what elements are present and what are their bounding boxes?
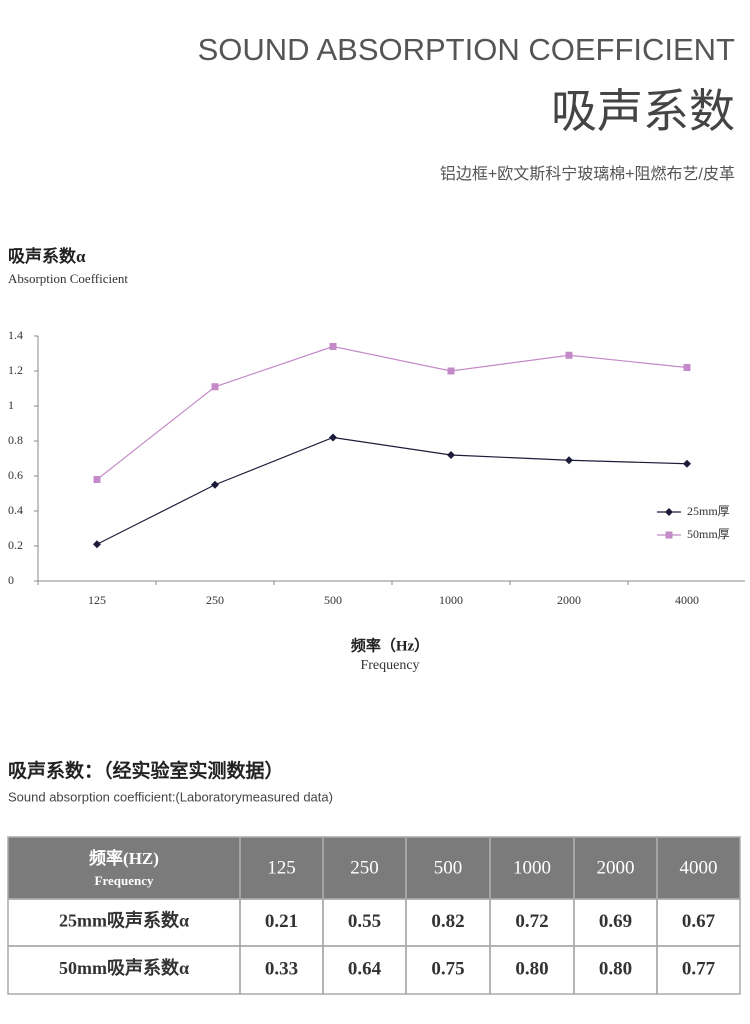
table-cell-text: 25mm吸声系数α (59, 910, 189, 931)
marker (329, 433, 337, 442)
marker (665, 531, 673, 539)
marker (447, 367, 455, 375)
x-tick-label: 4000 (675, 593, 699, 607)
table-column-header: 4000 (680, 857, 718, 878)
y-tick-label: 1 (8, 398, 14, 412)
table-corner-title: 频率(HZ) (89, 848, 159, 868)
table-column-header: 1000 (513, 857, 551, 878)
series-line (96, 345, 688, 480)
table-cell-text: 0.33 (265, 958, 298, 979)
table-column-header: 2000 (597, 857, 635, 878)
x-tick-label: 500 (324, 593, 342, 607)
series-line (96, 436, 688, 545)
chart-subtitle: Absorption Coefficient (8, 271, 128, 286)
table-cell-text: 0.64 (348, 958, 382, 979)
table-cell-text: 0.21 (265, 911, 298, 932)
y-tick-label: 1.4 (8, 328, 23, 342)
x-tick-label: 1000 (439, 593, 463, 607)
x-tick-label: 125 (88, 593, 106, 607)
table-cell-text: 0.80 (599, 958, 632, 979)
y-tick-label: 0.4 (8, 503, 23, 517)
table-corner-subtitle: Frequency (95, 873, 154, 888)
x-axis-label-en: Frequency (360, 658, 419, 673)
y-tick-label: 0.8 (8, 433, 23, 447)
table-header-bg (8, 837, 740, 899)
table: 频率(HZ) Frequency 125 250 500 1000 2000 4000 25mm… (7, 836, 741, 995)
marker (447, 451, 455, 459)
marker (683, 364, 691, 371)
table-cell-text: 0.72 (515, 911, 548, 932)
table-column-header: 125 (267, 857, 296, 878)
table-cell-text: 0.77 (682, 958, 716, 979)
legend-label: 50mm厚 (687, 527, 730, 541)
title-cn: 吸声系数 (551, 85, 735, 137)
marker (93, 476, 101, 483)
legend-label: 25mm厚 (687, 504, 730, 518)
marker (683, 459, 691, 468)
marker (211, 480, 219, 489)
table-cell-text: 0.80 (515, 958, 548, 979)
marker (565, 351, 573, 359)
marker (93, 540, 101, 549)
y-tick-label: 1.2 (8, 363, 23, 377)
x-tick-label: 250 (206, 593, 224, 607)
x-tick-label: 2000 (557, 593, 581, 607)
table-cell-text: 0.67 (682, 911, 716, 932)
table-column-header: 500 (434, 857, 463, 878)
table-column-header: 250 (350, 857, 379, 878)
x-axis-label: 频率（Hz） (351, 636, 429, 654)
y-tick-label: 0.6 (8, 468, 23, 482)
title-en: SOUND ABSORPTION COEFFICIENT (198, 32, 735, 67)
section-title: 吸声系数：（经实验室实测数据） (8, 759, 284, 782)
y-tick-label: 0 (8, 573, 14, 587)
table-cell-text: 0.69 (599, 911, 632, 932)
marker (329, 343, 337, 350)
table-cell-text: 50mm吸声系数α (59, 957, 189, 978)
marker (565, 456, 573, 465)
marker (211, 383, 219, 391)
subtitle: 铝边框+欧文斯科宁玻璃棉+阻燃布艺/皮革 (440, 165, 735, 183)
table-cell-text: 0.75 (431, 958, 464, 979)
table-cell-text: 0.82 (431, 911, 464, 932)
section-subtitle: Sound absorption coefficient:(Laboratory… (8, 789, 333, 804)
y-tick-label: 0.2 (8, 538, 23, 552)
table-cell (656, 945, 741, 995)
chart-title: 吸声系数α (8, 246, 86, 266)
marker (665, 508, 673, 516)
table-cell-text: 0.55 (348, 911, 381, 932)
